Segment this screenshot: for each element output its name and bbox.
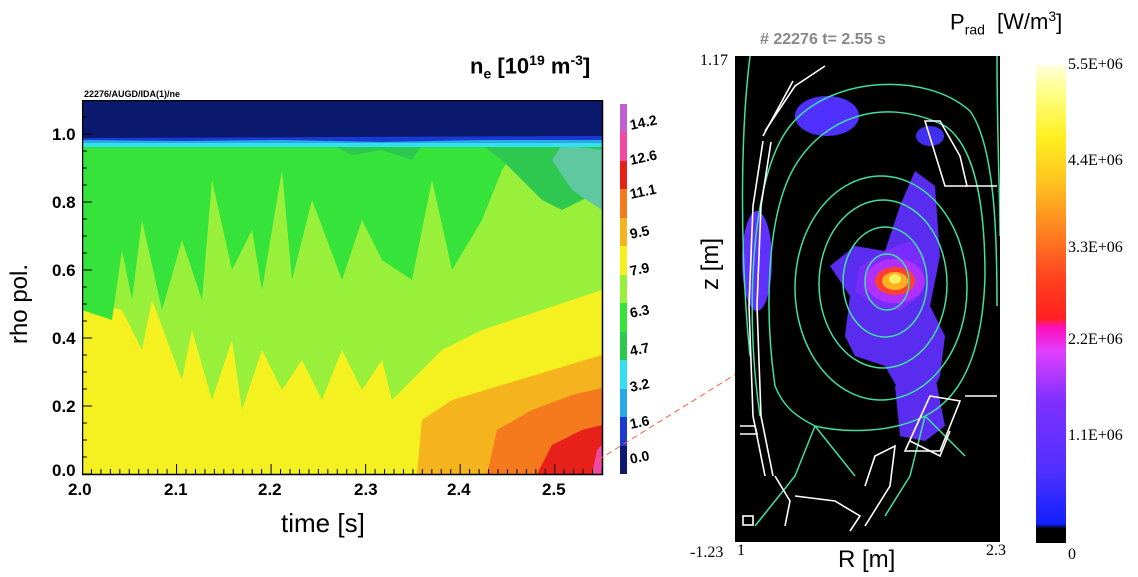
prad-tomography-plot (735, 56, 1000, 542)
colorbar-segment (620, 246, 627, 275)
ytick-0.8: 0.8 (52, 193, 76, 212)
ne-title: ne [1019 m-3] (470, 52, 591, 82)
xtick-2.5: 2.5 (542, 480, 566, 499)
cb-tick-4.4E+06: 4.4E+06 (1068, 152, 1123, 169)
band-0.0 (82, 100, 602, 140)
left-axis-ticks (82, 100, 603, 475)
blob-divertor (895, 376, 945, 441)
colorbar-segment (620, 217, 627, 247)
prad-colorbar (1036, 65, 1066, 543)
colorbar-segment (620, 189, 627, 218)
colorbar-segment (620, 417, 627, 446)
colorbar-segment (620, 360, 627, 389)
cb-tick-2.2E+06: 2.2E+06 (1068, 331, 1123, 348)
cb-level-11.1: 11.1 (628, 180, 658, 202)
colorbar-segment (620, 160, 627, 190)
colorbar-segment (620, 445, 627, 474)
xtick-2.3: 2.3 (354, 480, 378, 499)
shot-label: # 22276 t= 2.55 s (760, 31, 886, 48)
flux-surfaces (741, 56, 1000, 527)
ne-contour-plot (82, 100, 604, 476)
cb-level-12.6: 12.6 (628, 146, 659, 168)
band-12.6 (537, 425, 602, 474)
colorbar-segment (620, 103, 627, 133)
cb-tick-1.1E+06: 1.1E+06 (1068, 427, 1123, 444)
xtick-2.4: 2.4 (447, 480, 471, 499)
cb-tick-0: 0 (1068, 546, 1076, 563)
right-xlabel: R [m] (838, 546, 896, 573)
r-left-label: 1 (737, 542, 745, 559)
colorbar-segment (620, 388, 627, 418)
ytick-0.6: 0.6 (52, 261, 76, 280)
band-6.3 (82, 100, 602, 320)
blob-core-peak (889, 274, 901, 284)
ytick-1.0: 1.0 (52, 125, 76, 144)
blob-top (795, 96, 859, 136)
ne-colorbar (620, 103, 627, 474)
colorbar-segment (620, 303, 627, 332)
xtick-2.2: 2.2 (258, 480, 282, 499)
xtick-2.1: 2.1 (164, 480, 188, 499)
cb-tick-3.3E+06: 3.3E+06 (1068, 239, 1123, 256)
z-bottom-label: -1.23 (690, 544, 724, 561)
ytick-0.4: 0.4 (52, 329, 76, 348)
colorbar-segment (620, 331, 627, 361)
colorbar-segment (620, 132, 627, 161)
z-top-label: 1.17 (700, 52, 728, 69)
cb-tick-5.5E+06: 5.5E+06 (1068, 56, 1123, 73)
vessel-wall (740, 65, 997, 532)
ytick-0.0: 0.0 (52, 461, 76, 480)
xtick-2.0: 2.0 (68, 480, 92, 499)
colorbar-segment (620, 274, 627, 304)
r-right-label: 2.3 (986, 542, 1006, 559)
cb-level-9.5: 9.5 (628, 222, 651, 242)
source-label: 22276/AUGD/IDA(1)/ne (84, 89, 181, 99)
left-ylabel: rho pol. (6, 263, 34, 345)
left-xlabel: time [s] (281, 508, 365, 538)
prad-title: Prad [W/m3] (950, 8, 1063, 38)
ytick-0.2: 0.2 (52, 397, 76, 416)
right-ylabel: z [m] (697, 238, 724, 290)
cb-level-14.2: 14.2 (628, 111, 659, 133)
